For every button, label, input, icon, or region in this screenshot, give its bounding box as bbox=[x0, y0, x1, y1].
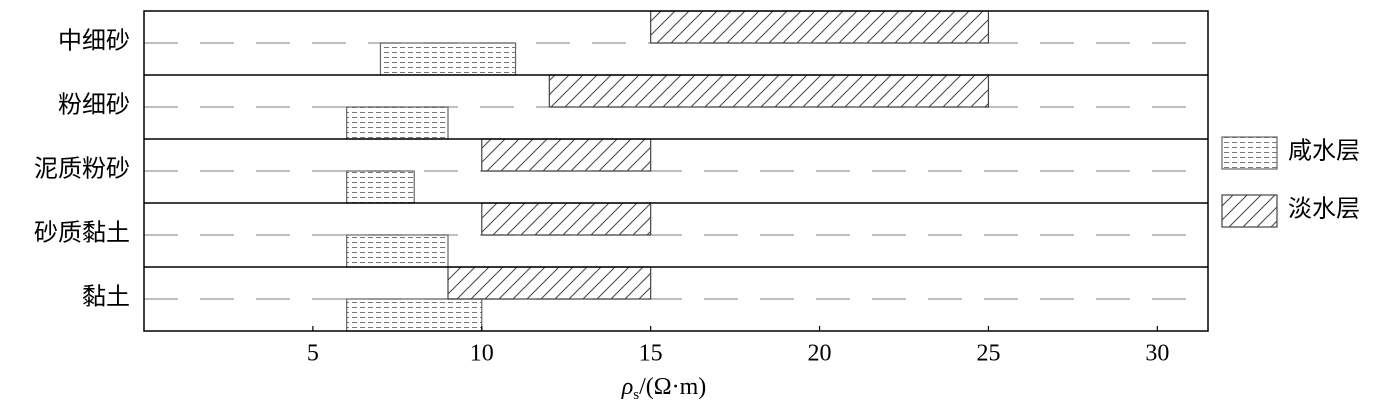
range-bar bbox=[379, 42, 517, 76]
range-bar bbox=[346, 170, 415, 204]
y-tick-label: 黏土 bbox=[82, 284, 130, 311]
legend-swatch bbox=[1221, 136, 1278, 170]
x-label-unit: /(Ω·m) bbox=[639, 374, 706, 400]
range-bar bbox=[346, 298, 483, 332]
x-tick-label: 10 bbox=[470, 341, 494, 367]
y-tick-label: 粉细砂 bbox=[58, 92, 130, 119]
x-tick-label: 15 bbox=[639, 341, 663, 367]
legend-label: 咸水层 bbox=[1288, 138, 1360, 165]
range-bar bbox=[346, 106, 449, 140]
x-label-subscript: s bbox=[633, 387, 639, 403]
x-tick-label: 30 bbox=[1145, 341, 1169, 367]
range-bar bbox=[447, 266, 652, 300]
y-tick-label: 中细砂 bbox=[58, 28, 130, 55]
range-bar bbox=[481, 202, 652, 236]
legend-swatch bbox=[1221, 194, 1278, 228]
range-bar bbox=[650, 10, 990, 44]
y-tick-label: 泥质粉砂 bbox=[34, 156, 130, 183]
x-axis-label: ρs/(Ω·m) bbox=[621, 374, 707, 404]
x-label-symbol: ρ bbox=[621, 374, 634, 400]
x-tick-label: 5 bbox=[307, 341, 319, 367]
plot-frame bbox=[143, 10, 1209, 332]
x-tick-label: 20 bbox=[808, 341, 832, 367]
x-tick-label: 25 bbox=[976, 341, 1000, 367]
legend-label: 淡水层 bbox=[1288, 196, 1360, 223]
range-bar bbox=[548, 74, 990, 108]
y-tick-label: 砂质黏土 bbox=[34, 220, 130, 247]
range-bar bbox=[346, 234, 449, 268]
range-bar bbox=[481, 138, 652, 172]
